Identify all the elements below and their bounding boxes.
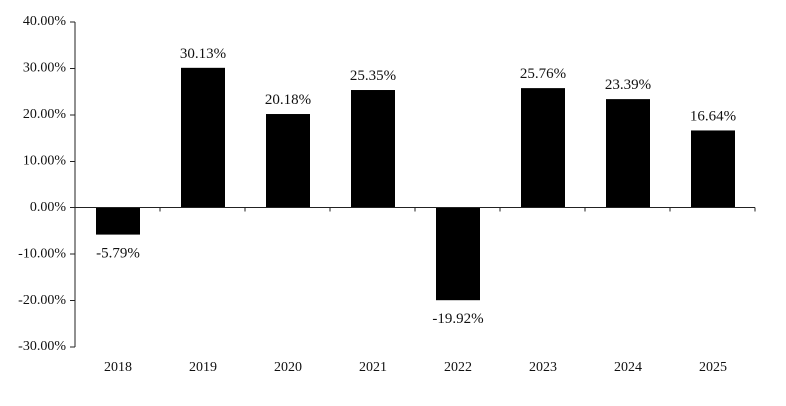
x-axis	[74, 207, 756, 212]
data-labels: -5.79% 30.13% 20.18% 25.35% -19.92% 25.76% 23.…	[96, 46, 736, 327]
y-axis: 40.00% 30.00% 20.00% 10.00% 0.00% -10.00% -20.…	[18, 14, 76, 354]
x-tick-label: 2024	[614, 360, 642, 375]
data-label: 30.13%	[180, 46, 226, 62]
bar-2019	[181, 67, 225, 208]
x-tick-label: 2022	[444, 360, 472, 375]
x-tick-label: 2023	[529, 360, 557, 375]
x-tick-label: 2025	[699, 360, 727, 375]
y-tick-label: 10.00%	[23, 154, 67, 169]
y-tick-label: -10.00%	[18, 246, 66, 261]
y-tick-label: 40.00%	[23, 14, 67, 29]
bar-2024	[606, 99, 650, 208]
bar-2020	[266, 114, 310, 208]
x-tick-label: 2018	[104, 360, 132, 375]
bar-2021	[351, 90, 395, 208]
data-label: 20.18%	[265, 92, 311, 108]
y-tick-label: -30.00%	[18, 339, 66, 354]
data-label: 23.39%	[605, 77, 651, 93]
bar-2018	[96, 207, 140, 235]
y-tick-label: 0.00%	[30, 200, 67, 215]
x-tick-label: 2020	[274, 360, 302, 375]
bar-2023	[521, 88, 565, 208]
y-tick-label: -20.00%	[18, 293, 66, 308]
bar-2025	[691, 130, 735, 208]
data-label: -19.92%	[432, 311, 483, 327]
data-label: 25.35%	[350, 68, 396, 84]
y-tick-label: 30.00%	[23, 61, 67, 76]
data-label: -5.79%	[96, 246, 140, 262]
x-tick-label: 2021	[359, 360, 387, 375]
data-label: 16.64%	[690, 108, 736, 124]
bar-2022	[436, 207, 480, 301]
y-tick-label: 20.00%	[23, 107, 67, 122]
bars	[96, 67, 735, 301]
x-tick-label: 2019	[189, 360, 217, 375]
x-axis-labels: 2018 2019 2020 2021 2022 2023 2024 2025	[104, 360, 727, 375]
data-label: 25.76%	[520, 66, 566, 82]
